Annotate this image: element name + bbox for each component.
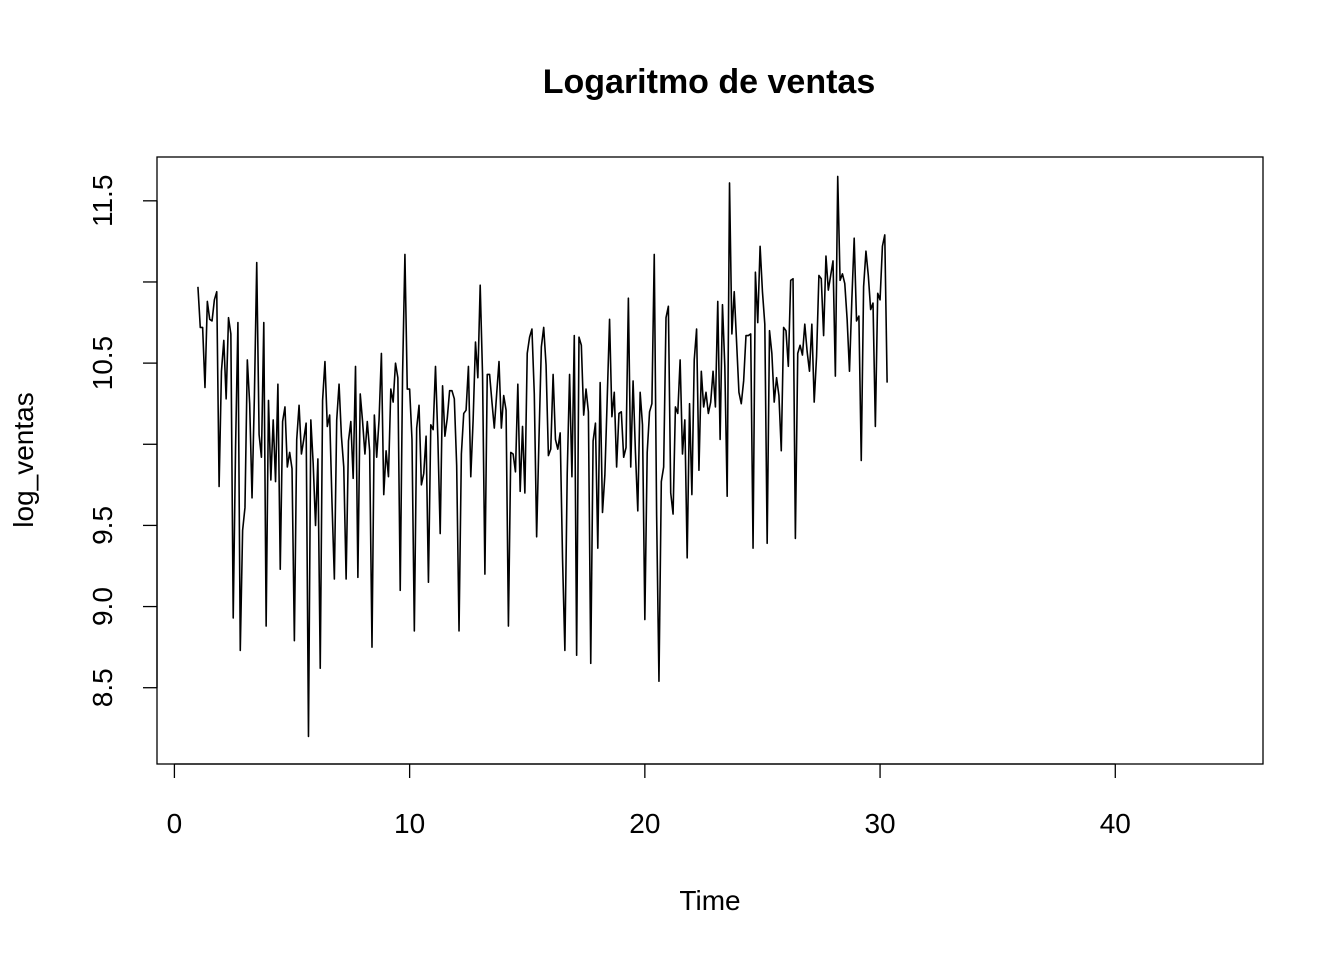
x-tick-label: 0 bbox=[167, 808, 183, 839]
series-line bbox=[197, 175, 888, 738]
y-axis: 8.5 9.0 9.5 10.5 11.5 bbox=[87, 175, 158, 707]
x-tick-label: 10 bbox=[394, 808, 425, 839]
x-tick-label: 20 bbox=[629, 808, 660, 839]
x-tick-label: 40 bbox=[1100, 808, 1131, 839]
plot-area-border bbox=[156, 156, 1264, 765]
x-axis: 0 10 20 30 40 bbox=[167, 763, 1131, 839]
series-layer bbox=[197, 175, 888, 738]
y-tick-label: 10.5 bbox=[87, 336, 118, 391]
y-tick-label: 8.5 bbox=[87, 668, 118, 707]
y-axis-label: log_ventas bbox=[8, 392, 39, 527]
x-axis-label: Time bbox=[679, 885, 740, 916]
y-tick-label: 11.5 bbox=[87, 175, 118, 227]
x-tick-label: 30 bbox=[864, 808, 895, 839]
y-tick-label: 9.5 bbox=[87, 506, 118, 545]
chart-title: Logaritmo de ventas bbox=[543, 63, 876, 101]
y-tick-label: 9.0 bbox=[87, 587, 118, 626]
